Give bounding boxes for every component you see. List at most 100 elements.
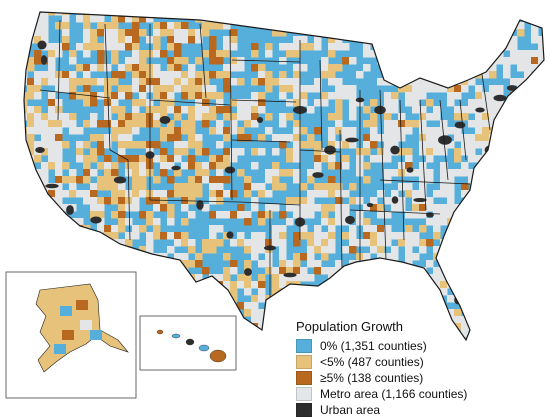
county-cell bbox=[538, 113, 544, 121]
county-cell bbox=[531, 92, 539, 100]
county-cell bbox=[531, 274, 539, 282]
county-cell bbox=[160, 232, 168, 240]
county-cell bbox=[384, 50, 392, 58]
county-cell bbox=[440, 148, 448, 156]
county-cell bbox=[97, 43, 105, 51]
county-cell bbox=[34, 85, 42, 93]
county-cell bbox=[405, 253, 413, 261]
county-cell bbox=[384, 176, 392, 184]
county-cell bbox=[321, 155, 329, 163]
county-cell bbox=[118, 113, 126, 121]
county-cell bbox=[132, 176, 140, 184]
county-cell bbox=[216, 190, 224, 198]
county-cell bbox=[24, 169, 28, 177]
county-cell bbox=[83, 64, 91, 72]
county-cell bbox=[244, 99, 252, 107]
county-cell bbox=[503, 71, 511, 79]
county-cell bbox=[188, 85, 196, 93]
county-cell bbox=[531, 169, 539, 177]
county-cell bbox=[167, 29, 175, 37]
state-border bbox=[104, 23, 111, 151]
county-cell bbox=[384, 232, 392, 240]
county-cell bbox=[216, 127, 224, 135]
county-cell bbox=[545, 141, 550, 149]
county-cell bbox=[363, 134, 371, 142]
county-cell bbox=[482, 253, 490, 261]
county-cell bbox=[398, 64, 406, 72]
county-cell bbox=[454, 50, 462, 58]
county-cell bbox=[97, 29, 105, 37]
county-cell bbox=[244, 120, 252, 128]
county-cell bbox=[216, 169, 224, 177]
county-cell bbox=[181, 253, 189, 261]
county-cell bbox=[237, 204, 245, 212]
county-cell bbox=[174, 295, 182, 303]
county-cell bbox=[265, 323, 273, 331]
county-cell bbox=[412, 281, 420, 289]
county-cell bbox=[132, 29, 140, 37]
county-cell bbox=[468, 253, 476, 261]
county-cell bbox=[475, 190, 483, 198]
county-cell bbox=[153, 106, 161, 114]
county-cell bbox=[461, 134, 469, 142]
county-cell bbox=[132, 78, 140, 86]
county-cell bbox=[237, 64, 245, 72]
county-cell bbox=[202, 204, 210, 212]
county-cell bbox=[167, 281, 175, 289]
county-cell bbox=[258, 323, 266, 331]
county-cell bbox=[307, 211, 315, 219]
county-cell bbox=[279, 295, 287, 303]
county-cell bbox=[531, 141, 539, 149]
county-cell bbox=[370, 50, 378, 58]
county-cell bbox=[286, 155, 294, 163]
county-cell bbox=[139, 92, 147, 100]
county-cell bbox=[118, 218, 126, 226]
county-cell bbox=[251, 253, 259, 261]
county-cell bbox=[461, 295, 469, 303]
county-cell bbox=[538, 50, 544, 58]
county-cell bbox=[160, 71, 168, 79]
county-cell bbox=[34, 71, 42, 79]
county-cell bbox=[34, 253, 42, 261]
county-cell bbox=[76, 176, 84, 184]
legend: Population Growth 0% (1,351 counties) <5… bbox=[296, 319, 546, 417]
county-cell bbox=[482, 127, 490, 135]
county-cell bbox=[279, 260, 287, 268]
county-cell bbox=[496, 260, 504, 268]
county-cell bbox=[447, 50, 455, 58]
county-cell bbox=[174, 36, 182, 44]
county-cell bbox=[286, 78, 294, 86]
county-cell bbox=[496, 85, 504, 93]
county-cell bbox=[440, 127, 448, 135]
county-cell bbox=[132, 85, 140, 93]
county-cell bbox=[97, 204, 105, 212]
state-borders bbox=[23, 11, 545, 342]
county-cell bbox=[293, 127, 301, 135]
county-cell bbox=[454, 274, 462, 282]
county-cell bbox=[286, 15, 294, 23]
county-cell bbox=[118, 85, 126, 93]
county-cell bbox=[307, 302, 315, 310]
county-cell bbox=[447, 36, 455, 44]
county-cell bbox=[24, 29, 28, 37]
county-cell bbox=[517, 50, 525, 58]
county-cell bbox=[153, 92, 161, 100]
county-cell bbox=[468, 57, 476, 65]
county-cell bbox=[405, 190, 413, 198]
county-cell bbox=[489, 267, 497, 275]
county-cell bbox=[377, 302, 385, 310]
county-cell bbox=[153, 232, 161, 240]
county-cell bbox=[447, 127, 455, 135]
county-cell bbox=[489, 162, 497, 170]
county-cell bbox=[125, 162, 133, 170]
county-cell bbox=[524, 64, 532, 72]
county-cell bbox=[307, 141, 315, 149]
hawaii-island bbox=[209, 349, 227, 363]
county-cell bbox=[328, 204, 336, 212]
county-cell bbox=[363, 106, 371, 114]
county-cell bbox=[132, 232, 140, 240]
county-cell bbox=[405, 267, 413, 275]
county-cell bbox=[454, 134, 462, 142]
county-cell bbox=[342, 302, 350, 310]
county-cell bbox=[251, 106, 259, 114]
